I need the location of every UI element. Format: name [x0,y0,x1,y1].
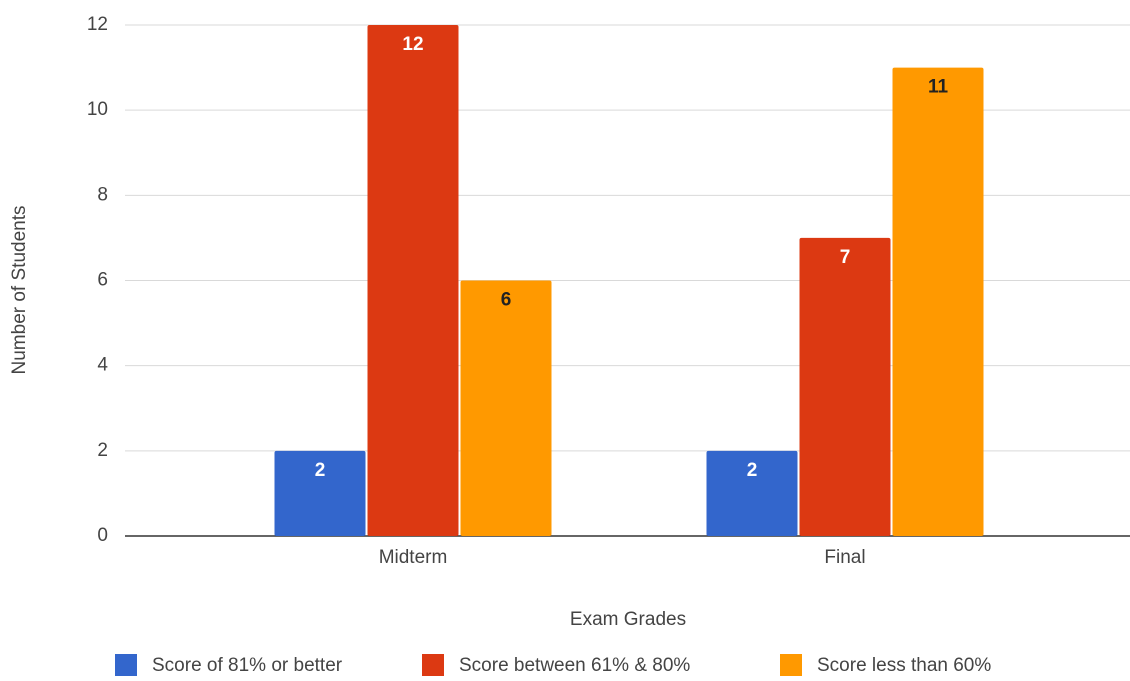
y-tick-label: 2 [97,440,108,461]
value-label: 7 [840,247,851,268]
value-label: 2 [315,460,326,481]
y-axis-title: Number of Students [9,206,30,375]
y-tick-label: 10 [87,99,108,120]
bar [460,280,552,536]
bar [799,237,891,536]
legend-swatch [780,654,802,676]
value-label: 12 [402,34,423,55]
y-tick-label: 0 [97,525,108,546]
legend-label: Score less than 60% [817,655,991,676]
y-tick-label: 8 [97,184,108,205]
value-label: 11 [928,77,949,98]
legend-swatch [422,654,444,676]
bar [892,67,984,536]
value-label: 2 [747,460,758,481]
y-tick-label: 4 [97,355,108,376]
y-tick-label: 12 [87,14,108,35]
x-axis-title: Exam Grades [570,609,686,630]
legend-swatch [115,654,137,676]
legend-label: Score of 81% or better [152,655,343,676]
value-label: 6 [501,290,512,311]
legend-label: Score between 61% & 80% [459,655,690,676]
bar [274,450,366,536]
bar [367,25,459,536]
y-tick-label: 6 [97,270,108,291]
bar [706,450,798,536]
x-tick-label: Final [824,547,865,568]
x-tick-label: Midterm [379,547,448,568]
